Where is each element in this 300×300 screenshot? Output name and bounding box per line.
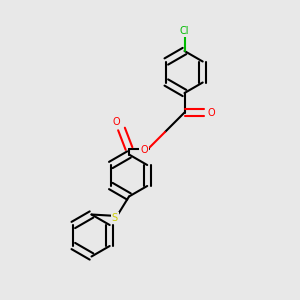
Text: S: S [112,213,118,224]
Text: O: O [140,145,148,155]
Text: O: O [208,107,215,118]
Text: Cl: Cl [180,26,189,37]
Text: O: O [112,117,120,128]
